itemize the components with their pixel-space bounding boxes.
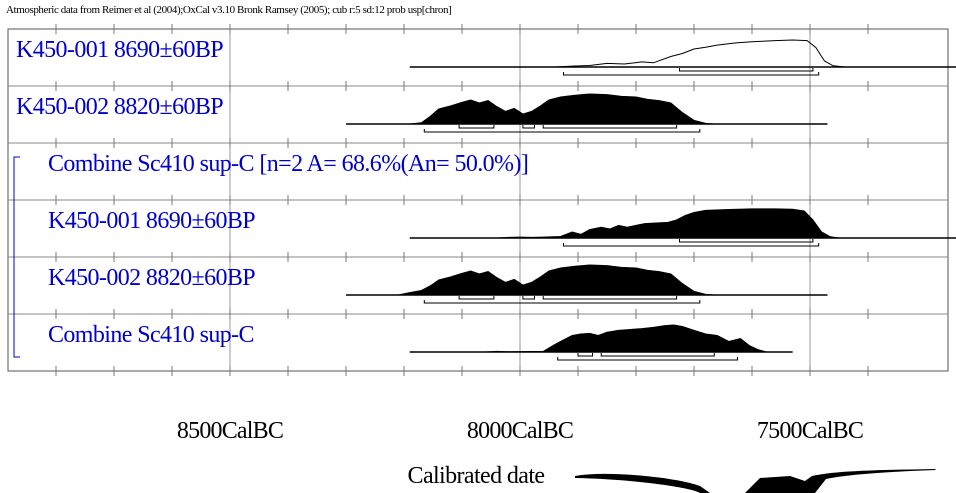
range-68 xyxy=(542,125,678,129)
probability-distribution xyxy=(409,208,956,239)
range-68 xyxy=(679,239,814,243)
row-label: K450-002 8820±60BP xyxy=(48,265,255,291)
range-68 xyxy=(542,296,678,300)
row-label: K450-001 8690±60BP xyxy=(16,37,223,63)
range-68 xyxy=(522,296,535,300)
axis-tick-label: 8000CalBC xyxy=(467,418,573,444)
range-68 xyxy=(522,125,535,129)
range-68 xyxy=(458,125,495,129)
group-bracket xyxy=(13,156,20,358)
x-axis-label: Calibrated date xyxy=(408,463,545,489)
probability-distribution xyxy=(346,264,828,296)
probability-distribution xyxy=(346,93,828,125)
probability-distribution xyxy=(409,39,956,68)
row-label: Combine Sc410 sup-C xyxy=(48,322,254,348)
range-68 xyxy=(600,353,715,357)
range-95 xyxy=(557,357,738,361)
row-label: K450-001 8690±60BP xyxy=(48,208,255,234)
axis-tick-label: 8500CalBC xyxy=(177,418,283,444)
range-68 xyxy=(577,353,593,357)
range-95 xyxy=(423,300,701,304)
row-label: K450-002 8820±60BP xyxy=(16,94,223,120)
range-95 xyxy=(563,243,820,247)
range-68 xyxy=(679,68,814,72)
probability-distribution xyxy=(409,324,793,353)
range-68 xyxy=(458,296,495,300)
row-label: Combine Sc410 sup-C [n=2 A= 68.6%(An= 50… xyxy=(48,151,528,177)
axis-tick-label: 7500CalBC xyxy=(757,418,863,444)
range-95 xyxy=(423,129,701,133)
axis-label-swoosh xyxy=(575,469,936,493)
range-95 xyxy=(563,72,820,76)
chart-title: Atmospheric data from Reimer et al (2004… xyxy=(6,4,452,16)
